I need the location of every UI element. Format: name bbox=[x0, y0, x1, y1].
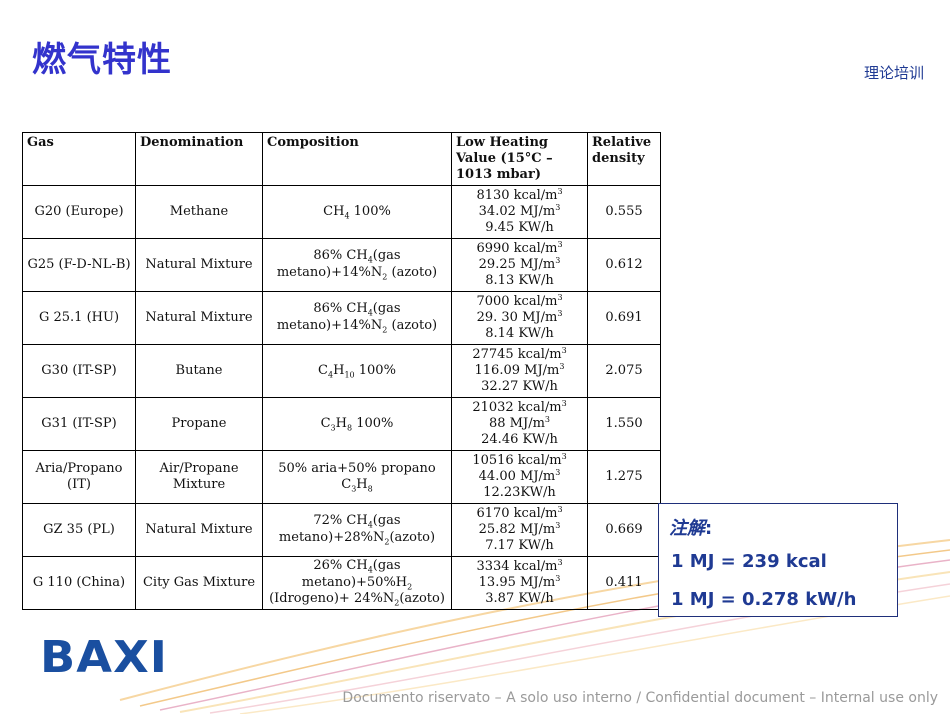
cell-density: 1.550 bbox=[587, 397, 661, 451]
header-gas: Gas bbox=[22, 132, 136, 186]
cell-composition: 50% aria+50% propano C3H8 bbox=[262, 450, 452, 504]
cell-low-heating-value: 10516 kcal/m3 44.00 MJ/m3 12.23KW/h bbox=[451, 450, 588, 504]
note-conversion-kwh: 1 MJ = 0.278 kW/h bbox=[671, 589, 857, 610]
cell-low-heating-value: 3334 kcal/m3 13.95 MJ/m3 3.87 KW/h bbox=[451, 556, 588, 610]
table-header-row: Gas Denomination Composition Low Heating… bbox=[22, 132, 661, 186]
cell-gas: G31 (IT-SP) bbox=[22, 397, 136, 451]
cell-denomination: Air/Propane Mixture bbox=[135, 450, 263, 504]
table-row: G25 (F-D-NL-B) Natural Mixture 86% CH4(g… bbox=[22, 238, 661, 292]
header-composition: Composition bbox=[262, 132, 452, 186]
cell-low-heating-value: 21032 kcal/m3 88 MJ/m3 24.46 KW/h bbox=[451, 397, 588, 451]
cell-composition: 86% CH4(gas metano)+14%N2 (azoto) bbox=[262, 291, 452, 345]
confidential-footer: Documento riservato – A solo uso interno… bbox=[342, 690, 938, 706]
conversion-note-box: 注解: 1 MJ = 239 kcal 1 MJ = 0.278 kW/h bbox=[658, 503, 898, 617]
cell-gas: G25 (F-D-NL-B) bbox=[22, 238, 136, 292]
cell-gas: Aria/Propano (IT) bbox=[22, 450, 136, 504]
cell-density: 0.669 bbox=[587, 503, 661, 557]
page-title: 燃气特性 bbox=[32, 40, 172, 80]
table-row: G31 (IT-SP) Propane C3H8 100% 21032 kcal… bbox=[22, 397, 661, 451]
gas-characteristics-table: Gas Denomination Composition Low Heating… bbox=[22, 132, 661, 610]
cell-density: 2.075 bbox=[587, 344, 661, 398]
header-denomination: Denomination bbox=[135, 132, 263, 186]
cell-density: 0.411 bbox=[587, 556, 661, 610]
cell-composition: 72% CH4(gas metano)+28%N2(azoto) bbox=[262, 503, 452, 557]
cell-low-heating-value: 8130 kcal/m3 34.02 MJ/m3 9.45 KW/h bbox=[451, 185, 588, 239]
cell-low-heating-value: 7000 kcal/m3 29. 30 MJ/m3 8.14 KW/h bbox=[451, 291, 588, 345]
table-row: G20 (Europe) Methane CH4 100% 8130 kcal/… bbox=[22, 185, 661, 239]
cell-gas: G20 (Europe) bbox=[22, 185, 136, 239]
cell-gas: GZ 35 (PL) bbox=[22, 503, 136, 557]
cell-denomination: Natural Mixture bbox=[135, 238, 263, 292]
cell-composition: 26% CH4(gas metano)+50%H2 (Idrogeno)+ 24… bbox=[262, 556, 452, 610]
table-row: G 110 (China) City Gas Mixture 26% CH4(g… bbox=[22, 556, 661, 610]
cell-composition: 86% CH4(gas metano)+14%N2 (azoto) bbox=[262, 238, 452, 292]
cell-gas: G 25.1 (HU) bbox=[22, 291, 136, 345]
cell-denomination: Propane bbox=[135, 397, 263, 451]
table-row: GZ 35 (PL) Natural Mixture 72% CH4(gas m… bbox=[22, 503, 661, 557]
cell-denomination: Methane bbox=[135, 185, 263, 239]
cell-low-heating-value: 6990 kcal/m3 29.25 MJ/m3 8.13 KW/h bbox=[451, 238, 588, 292]
cell-density: 1.275 bbox=[587, 450, 661, 504]
baxi-logo: BAXI bbox=[40, 632, 168, 683]
cell-denomination: Natural Mixture bbox=[135, 503, 263, 557]
cell-composition: C4H10 100% bbox=[262, 344, 452, 398]
cell-gas: G 110 (China) bbox=[22, 556, 136, 610]
cell-denomination: City Gas Mixture bbox=[135, 556, 263, 610]
cell-denomination: Butane bbox=[135, 344, 263, 398]
cell-composition: CH4 100% bbox=[262, 185, 452, 239]
page-subtitle: 理论培训 bbox=[863, 64, 924, 82]
cell-density: 0.691 bbox=[587, 291, 661, 345]
table-row: Aria/Propano (IT) Air/Propane Mixture 50… bbox=[22, 450, 661, 504]
header-low-heating-value: Low Heating Value (15°C – 1013 mbar) bbox=[451, 132, 588, 186]
cell-low-heating-value: 6170 kcal/m3 25.82 MJ/m3 7.17 KW/h bbox=[451, 503, 588, 557]
cell-density: 0.612 bbox=[587, 238, 661, 292]
cell-composition: C3H8 100% bbox=[262, 397, 452, 451]
cell-density: 0.555 bbox=[587, 185, 661, 239]
cell-gas: G30 (IT-SP) bbox=[22, 344, 136, 398]
cell-denomination: Natural Mixture bbox=[135, 291, 263, 345]
note-title: 注解: bbox=[669, 518, 713, 539]
table-row: G30 (IT-SP) Butane C4H10 100% 27745 kcal… bbox=[22, 344, 661, 398]
note-conversion-kcal: 1 MJ = 239 kcal bbox=[671, 551, 827, 572]
table-row: G 25.1 (HU) Natural Mixture 86% CH4(gas … bbox=[22, 291, 661, 345]
cell-low-heating-value: 27745 kcal/m3 116.09 MJ/m3 32.27 KW/h bbox=[451, 344, 588, 398]
header-relative-density: Relative density bbox=[587, 132, 661, 186]
